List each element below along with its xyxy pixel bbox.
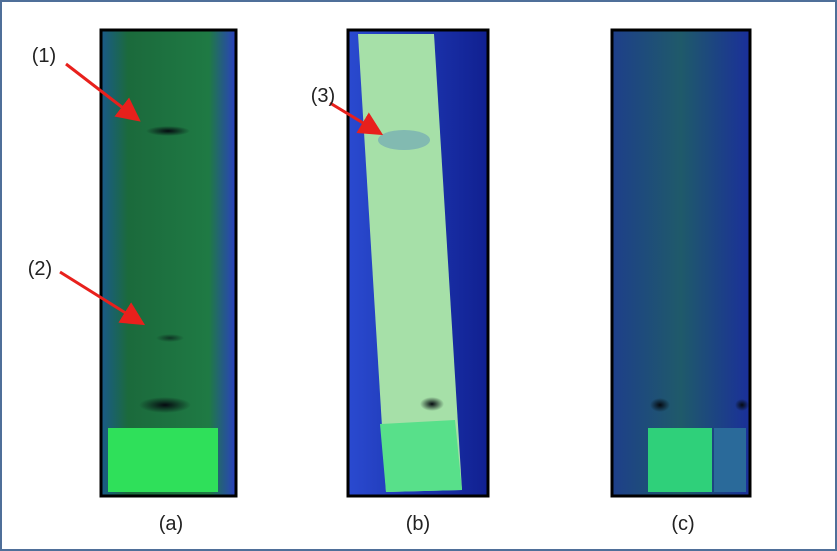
arrow	[65, 62, 141, 122]
panel-label: (c)	[671, 513, 694, 535]
arrows	[59, 62, 384, 326]
arrow-label: (2)	[28, 258, 52, 280]
arrow	[329, 101, 384, 136]
plate-b	[346, 28, 490, 498]
plate-c	[610, 28, 752, 498]
panel-label: (b)	[406, 513, 430, 535]
arrow	[59, 270, 146, 326]
arrow-label: (3)	[311, 85, 335, 107]
arrow-label: (1)	[32, 45, 56, 67]
plate-a	[99, 28, 238, 498]
panel-label: (a)	[159, 513, 183, 535]
